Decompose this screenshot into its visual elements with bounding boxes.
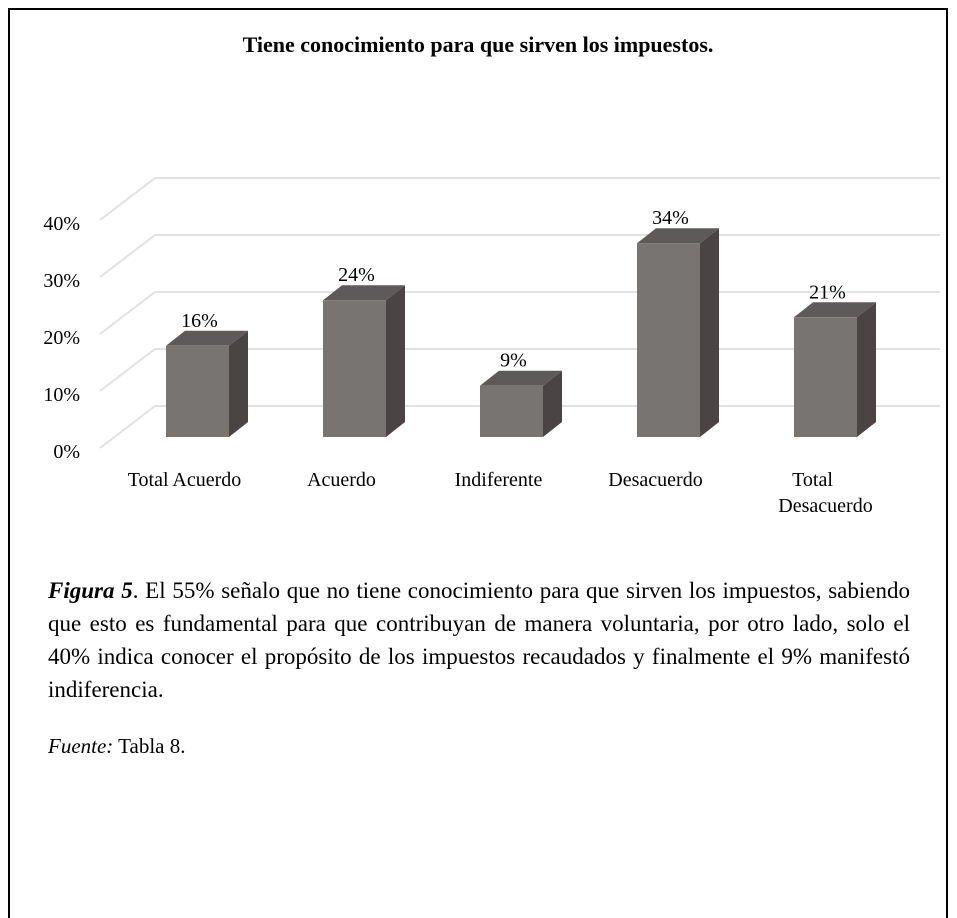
- x-tick-label: Acuerdo: [307, 469, 376, 491]
- chart-title: Tiene conocimiento para que sirven los i…: [243, 32, 714, 57]
- bar-side: [229, 330, 248, 437]
- data-label: 34%: [652, 207, 689, 229]
- bar-side: [543, 370, 562, 437]
- bar: [323, 300, 386, 437]
- bar: [480, 385, 543, 437]
- bar-side: [857, 302, 876, 437]
- caption-text: . El 55% señalo que no tiene conocimient…: [48, 578, 910, 702]
- bar: [166, 345, 229, 437]
- bar-top: [323, 285, 405, 301]
- y-tick-label: 40%: [43, 213, 80, 235]
- figure-frame: [8, 8, 948, 918]
- caption: Figura 5. El 55% señalo que no tiene con…: [48, 574, 910, 706]
- x-tick-label: Total Acuerdo: [128, 469, 242, 491]
- grid-line-side: [99, 234, 156, 278]
- source: Fuente: Tabla 8.: [48, 734, 186, 759]
- data-label: 24%: [338, 264, 375, 286]
- bar: [637, 243, 700, 437]
- grid-line-side: [99, 177, 156, 221]
- bar-side: [700, 228, 719, 437]
- grid-line-side: [99, 291, 156, 335]
- x-tick-label: Desacuerdo: [608, 469, 702, 491]
- data-label: 21%: [809, 281, 846, 303]
- bar-top: [480, 370, 562, 386]
- x-tick-label: Total Desacuerdo: [778, 469, 872, 517]
- y-tick-label: 0%: [53, 441, 80, 463]
- chart: Tiene conocimiento para que sirven los i…: [43, 32, 940, 517]
- source-text: Tabla 8.: [113, 734, 186, 758]
- bar-side: [386, 285, 405, 437]
- y-tick-label: 10%: [43, 384, 80, 406]
- source-label: Fuente:: [48, 734, 114, 758]
- data-label: 9%: [500, 350, 527, 372]
- y-tick-label: 30%: [43, 270, 80, 292]
- data-label: 16%: [181, 310, 218, 332]
- bar-top: [637, 228, 719, 244]
- y-tick-label: 20%: [43, 327, 80, 349]
- grid-line-side: [99, 405, 156, 449]
- bar-top: [166, 330, 248, 346]
- x-tick-label: Indiferente: [455, 469, 543, 491]
- bar: [794, 317, 857, 437]
- grid-line-side: [99, 348, 156, 392]
- caption-label: Figura 5: [48, 578, 133, 603]
- bar-top: [794, 302, 876, 318]
